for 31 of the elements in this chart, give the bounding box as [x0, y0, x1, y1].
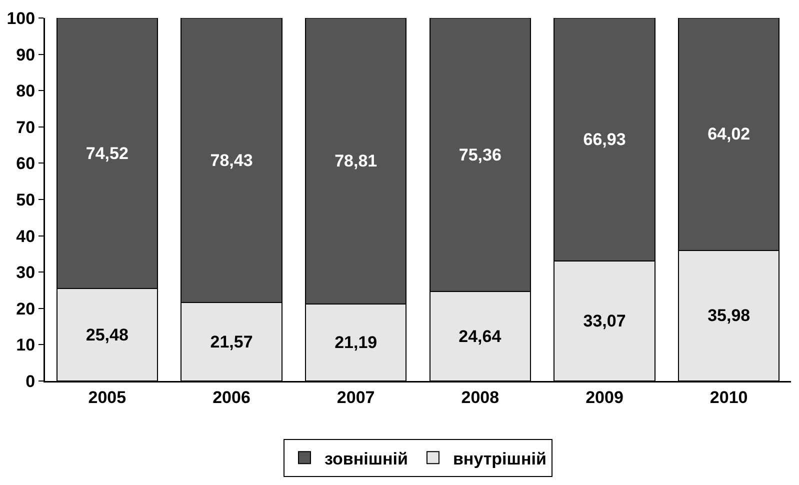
y-tick-label: 60	[16, 154, 36, 174]
data-label: 24,64	[458, 326, 502, 346]
y-tick-label: 0	[26, 372, 36, 391]
data-label: 75,36	[458, 145, 502, 164]
y-tick-label: 20	[16, 299, 36, 318]
x-tick-label: 2008	[461, 388, 500, 407]
x-tick-label: 2007	[336, 388, 375, 407]
x-tick-label: 2006	[212, 388, 250, 407]
legend-label: зовнішній	[324, 449, 408, 468]
data-label: 21,57	[210, 332, 253, 352]
y-tick-label: 90	[16, 45, 36, 64]
data-label: 21,19	[334, 333, 378, 352]
data-label: 35,98	[708, 306, 750, 326]
x-tick-label: 2009	[586, 388, 624, 407]
y-tick-label: 40	[16, 226, 36, 246]
y-tick-label: 10	[16, 336, 36, 355]
y-tick-label: 80	[16, 82, 36, 101]
y-tick-label: 50	[16, 190, 36, 210]
data-label: 64,02	[708, 124, 750, 144]
data-label: 33,07	[583, 311, 626, 330]
data-label: 78,43	[210, 150, 253, 170]
legend-label: внутрішній	[452, 449, 546, 468]
y-tick-label: 70	[16, 118, 36, 137]
data-label: 74,52	[86, 144, 128, 163]
x-tick-label: 2005	[88, 388, 126, 407]
data-label: 78,81	[334, 152, 378, 171]
y-tick-label: 30	[16, 263, 36, 282]
y-tick-label: 100	[6, 8, 36, 28]
data-label: 66,93	[583, 130, 626, 149]
x-tick-label: 2010	[710, 388, 748, 407]
data-label: 25,48	[86, 325, 128, 344]
